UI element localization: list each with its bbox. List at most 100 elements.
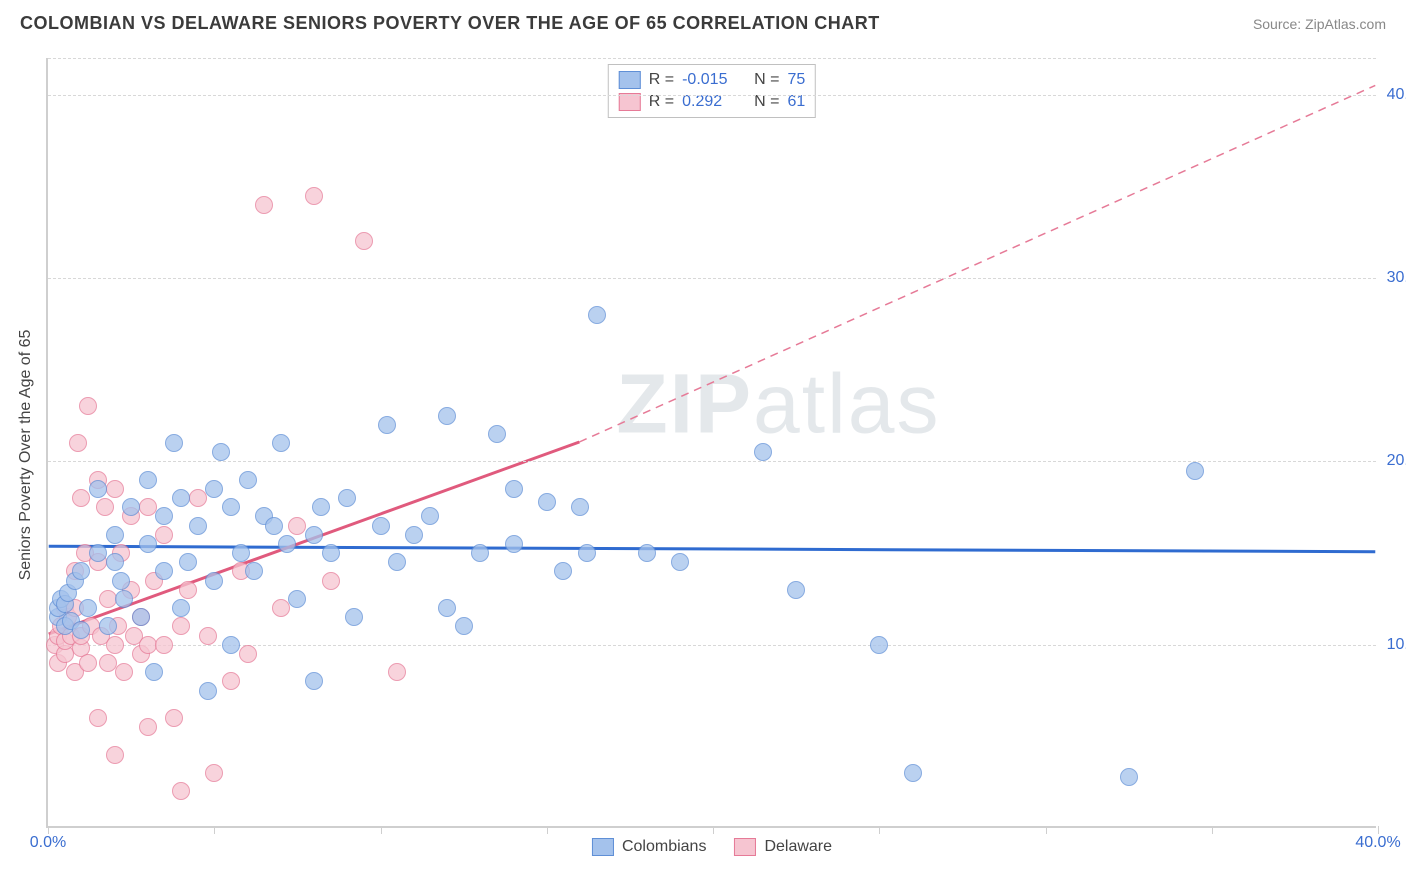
data-point-blue (554, 562, 572, 580)
data-point-pink (172, 617, 190, 635)
data-point-blue (179, 553, 197, 571)
legend-label: Colombians (622, 838, 706, 856)
source-label: Source: ZipAtlas.com (1253, 16, 1386, 32)
data-point-blue (265, 517, 283, 535)
data-point-blue (89, 544, 107, 562)
trend-line (579, 85, 1375, 442)
legend-n-label: N = (754, 93, 779, 111)
data-point-blue (99, 617, 117, 635)
trend-lines-layer (48, 58, 1376, 826)
x-tick-mark (547, 826, 548, 834)
data-point-blue (239, 471, 257, 489)
data-point-blue (145, 663, 163, 681)
data-point-pink (305, 187, 323, 205)
x-tick-mark (1212, 826, 1213, 834)
data-point-blue (106, 526, 124, 544)
legend-row: R =-0.015N =75 (619, 69, 805, 91)
data-point-pink (139, 636, 157, 654)
y-tick-label: 40.0% (1387, 86, 1406, 104)
data-point-pink (205, 764, 223, 782)
data-point-pink (96, 498, 114, 516)
data-point-blue (388, 553, 406, 571)
data-point-blue (205, 572, 223, 590)
legend-swatch (734, 838, 756, 856)
x-tick-mark (713, 826, 714, 834)
data-point-pink (79, 654, 97, 672)
x-tick-mark (48, 826, 49, 834)
data-point-blue (72, 621, 90, 639)
data-point-blue (322, 544, 340, 562)
watermark-bold: ZIP (616, 356, 753, 450)
data-point-blue (222, 498, 240, 516)
data-point-blue (172, 489, 190, 507)
data-point-pink (106, 480, 124, 498)
data-point-blue (305, 672, 323, 690)
x-tick-mark (381, 826, 382, 834)
data-point-blue (372, 517, 390, 535)
data-point-blue (112, 572, 130, 590)
scatter-chart: ZIPatlas R =-0.015N =75R =0.292N =61 Col… (46, 58, 1376, 828)
series-legend: Colombians Delaware (592, 838, 832, 856)
header: COLOMBIAN VS DELAWARE SENIORS POVERTY OV… (0, 0, 1406, 48)
x-tick-mark (1046, 826, 1047, 834)
data-point-blue (438, 599, 456, 617)
data-point-blue (205, 480, 223, 498)
data-point-blue (338, 489, 356, 507)
data-point-blue (106, 553, 124, 571)
data-point-blue (421, 507, 439, 525)
data-point-blue (212, 443, 230, 461)
x-tick-label: 40.0% (1355, 834, 1400, 852)
data-point-blue (139, 471, 157, 489)
data-point-blue (89, 480, 107, 498)
data-point-blue (232, 544, 250, 562)
data-point-blue (455, 617, 473, 635)
x-tick-mark (1378, 826, 1379, 834)
data-point-pink (288, 517, 306, 535)
y-tick-label: 30.0% (1387, 269, 1406, 287)
data-point-blue (505, 480, 523, 498)
legend-label: Delaware (764, 838, 832, 856)
data-point-blue (278, 535, 296, 553)
data-point-blue (488, 425, 506, 443)
x-tick-label: 0.0% (30, 834, 66, 852)
data-point-blue (79, 599, 97, 617)
data-point-blue (139, 535, 157, 553)
legend-r-value: -0.015 (682, 71, 738, 89)
data-point-blue (245, 562, 263, 580)
chart-title: COLOMBIAN VS DELAWARE SENIORS POVERTY OV… (20, 13, 880, 34)
data-point-blue (189, 517, 207, 535)
data-point-blue (305, 526, 323, 544)
data-point-blue (1186, 462, 1204, 480)
data-point-blue (754, 443, 772, 461)
x-tick-mark (879, 826, 880, 834)
legend-item: Colombians (592, 838, 706, 856)
grid-line (48, 58, 1376, 59)
data-point-blue (405, 526, 423, 544)
data-point-pink (189, 489, 207, 507)
data-point-pink (172, 782, 190, 800)
grid-line (48, 278, 1376, 279)
data-point-blue (538, 493, 556, 511)
data-point-blue (312, 498, 330, 516)
data-point-blue (132, 608, 150, 626)
data-point-pink (155, 526, 173, 544)
data-point-pink (79, 397, 97, 415)
data-point-pink (89, 709, 107, 727)
data-point-blue (155, 562, 173, 580)
data-point-pink (99, 590, 117, 608)
data-point-blue (122, 498, 140, 516)
data-point-pink (165, 709, 183, 727)
legend-n-label: N = (754, 71, 779, 89)
data-point-blue (288, 590, 306, 608)
data-point-blue (671, 553, 689, 571)
data-point-pink (106, 746, 124, 764)
watermark: ZIPatlas (616, 355, 940, 452)
legend-r-value: 0.292 (682, 93, 738, 111)
legend-r-label: R = (649, 93, 674, 111)
x-tick-mark (214, 826, 215, 834)
data-point-pink (72, 489, 90, 507)
data-point-blue (272, 434, 290, 452)
data-point-pink (99, 654, 117, 672)
data-point-blue (72, 562, 90, 580)
data-point-pink (199, 627, 217, 645)
